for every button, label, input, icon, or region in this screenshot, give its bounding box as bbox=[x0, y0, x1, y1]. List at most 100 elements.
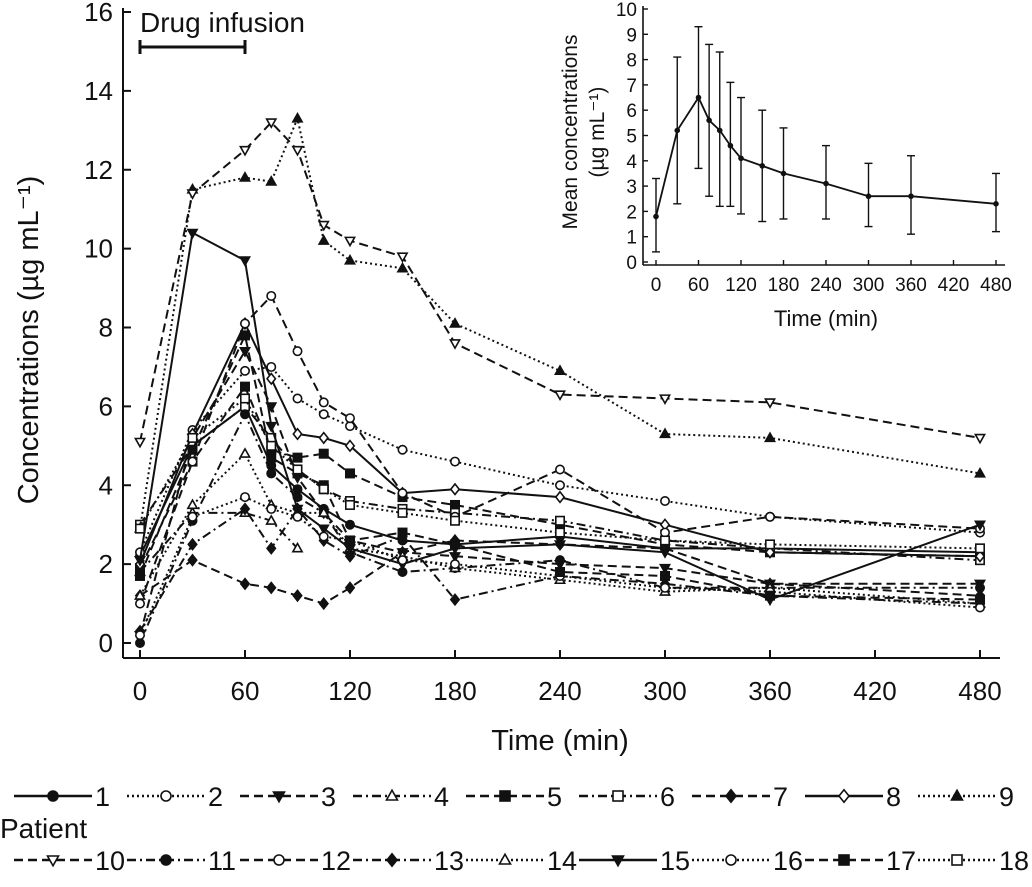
data-point-patient-18 bbox=[974, 543, 985, 554]
data-point-patient-10 bbox=[764, 398, 776, 409]
data-point-patient-18 bbox=[659, 535, 670, 546]
data-point-patient-16 bbox=[659, 582, 670, 593]
legend-item-patient-4: 4 bbox=[353, 782, 449, 812]
legend-label: 8 bbox=[886, 782, 901, 812]
legend-item-patient-9: 9 bbox=[918, 782, 1014, 812]
data-point-patient-10 bbox=[317, 220, 330, 232]
data-point-patient-14 bbox=[317, 506, 330, 518]
data-point-patient-9 bbox=[291, 112, 304, 123]
series-patient-12 bbox=[135, 290, 985, 609]
legend-marker bbox=[47, 790, 59, 802]
legend-item-patient-14: 14 bbox=[466, 846, 577, 876]
legend-item-patient-7: 7 bbox=[692, 782, 788, 812]
data-point-patient-18 bbox=[240, 393, 251, 404]
data-point-patient-10 bbox=[974, 433, 986, 445]
data-point-patient-4 bbox=[265, 514, 278, 525]
legend-marker bbox=[160, 854, 172, 866]
data-point-patient-13 bbox=[449, 593, 461, 607]
data-point-patient-9 bbox=[265, 175, 278, 186]
data-point-patient-1 bbox=[344, 519, 355, 530]
data-point-patient-18 bbox=[266, 440, 277, 451]
data-point-patient-2 bbox=[292, 393, 303, 404]
data-point-patient-5 bbox=[318, 448, 329, 459]
data-point-patient-3 bbox=[659, 563, 671, 575]
data-point-patient-18 bbox=[344, 499, 355, 510]
data-point-patient-10 bbox=[239, 145, 251, 157]
mean-data-point bbox=[653, 213, 659, 220]
legend-label: 9 bbox=[999, 782, 1014, 812]
data-point-patient-8 bbox=[266, 372, 277, 386]
data-point-patient-9 bbox=[659, 427, 671, 439]
data-point-patient-2 bbox=[449, 456, 460, 467]
legend-marker bbox=[385, 788, 399, 801]
legend-marker bbox=[611, 855, 625, 868]
legend-item-patient-13: 13 bbox=[353, 846, 464, 876]
data-point-patient-6 bbox=[554, 515, 565, 526]
mean-data-point bbox=[759, 163, 766, 169]
legend-item-patient-18: 18 bbox=[918, 846, 1029, 876]
mean-data-point bbox=[823, 180, 829, 187]
data-point-patient-15 bbox=[134, 556, 146, 567]
data-point-patient-17 bbox=[764, 590, 775, 601]
data-point-patient-15 bbox=[239, 256, 251, 267]
data-point-patient-13 bbox=[239, 502, 251, 516]
data-point-patient-17 bbox=[449, 539, 460, 550]
inset-y-tick-label: 4 bbox=[626, 152, 637, 173]
legend-marker bbox=[498, 852, 512, 865]
data-point-patient-12 bbox=[764, 511, 775, 522]
data-point-patient-2 bbox=[240, 365, 251, 376]
legend-item-patient-5: 5 bbox=[466, 782, 562, 812]
legend-marker bbox=[160, 790, 172, 802]
data-point-patient-12 bbox=[187, 456, 198, 467]
inset-x-tick-label: 420 bbox=[938, 275, 970, 296]
data-point-patient-11 bbox=[974, 582, 985, 593]
data-point-patient-17 bbox=[397, 527, 408, 538]
series-patient-18 bbox=[135, 393, 985, 554]
legend-label: 17 bbox=[886, 846, 916, 876]
inset-x-axis-title: Time (min) bbox=[774, 306, 878, 331]
series-patient-10 bbox=[134, 118, 986, 449]
data-point-patient-10 bbox=[134, 437, 146, 449]
y-tick-label: 14 bbox=[84, 76, 113, 106]
data-point-patient-17 bbox=[659, 570, 670, 581]
y-tick-label: 6 bbox=[99, 391, 113, 421]
legend-marker bbox=[725, 854, 737, 866]
data-point-patient-18 bbox=[554, 527, 565, 538]
inset-y-tick-label: 3 bbox=[626, 177, 637, 198]
inset-y-tick-label: 9 bbox=[626, 25, 637, 46]
data-point-patient-12 bbox=[292, 346, 303, 357]
legend-label: 7 bbox=[773, 782, 788, 812]
inset-y-tick-label: 1 bbox=[626, 228, 637, 249]
data-point-patient-11 bbox=[554, 555, 565, 566]
legend-label: 10 bbox=[95, 846, 125, 876]
mean-data-point bbox=[695, 94, 702, 101]
data-point-patient-15 bbox=[974, 520, 986, 532]
data-point-patient-16 bbox=[135, 630, 146, 641]
legend-marker bbox=[612, 790, 624, 802]
data-point-patient-18 bbox=[764, 539, 775, 550]
data-point-patient-4 bbox=[291, 541, 304, 553]
inset-x-tick-label: 120 bbox=[725, 275, 757, 296]
data-point-patient-18 bbox=[397, 507, 408, 518]
mean-data-point bbox=[674, 127, 681, 134]
inset-y-tick-label: 8 bbox=[626, 51, 637, 72]
data-point-patient-15 bbox=[659, 548, 671, 559]
data-point-patient-15 bbox=[265, 421, 278, 433]
legend-item-patient-8: 8 bbox=[805, 782, 901, 812]
inset-y-tick-label: 0 bbox=[626, 253, 637, 274]
data-point-patient-9 bbox=[974, 466, 986, 478]
x-tick-label: 120 bbox=[328, 676, 371, 706]
legend-item-patient-15: 15 bbox=[579, 846, 690, 876]
data-point-patient-10 bbox=[291, 145, 304, 157]
inset-x-tick-label: 60 bbox=[688, 275, 709, 296]
data-point-patient-2 bbox=[397, 444, 408, 455]
data-point-patient-15 bbox=[186, 228, 199, 240]
x-tick-label: 180 bbox=[433, 676, 476, 706]
data-point-patient-2 bbox=[318, 409, 329, 420]
data-point-patient-8 bbox=[344, 439, 356, 453]
data-point-patient-12 bbox=[344, 413, 355, 424]
legend-marker bbox=[950, 788, 964, 801]
data-point-patient-13 bbox=[344, 549, 356, 563]
inset-x-tick-label: 360 bbox=[895, 275, 927, 296]
